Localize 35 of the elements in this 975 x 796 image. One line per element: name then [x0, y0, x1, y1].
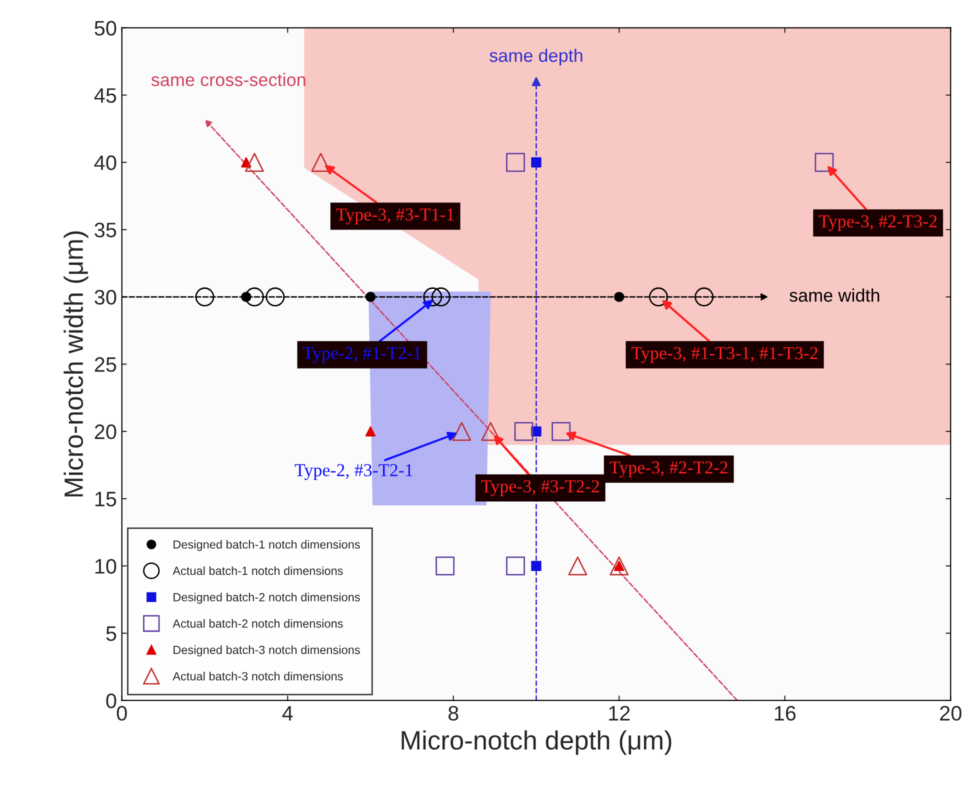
x-tick-label: 12 — [609, 706, 630, 720]
annotation: Type-3, #2-T2-2 — [610, 461, 728, 478]
annotation: same cross-section — [151, 72, 306, 86]
y-tick-label: 45 — [94, 88, 116, 103]
y-axis-title: Micro-notch width (μm) — [64, 231, 88, 496]
x-tick-label: 0 — [116, 706, 127, 721]
x-axis-title: Micro-notch depth (μm) — [402, 730, 672, 755]
y-tick-label: 10 — [95, 558, 116, 574]
y-tick-label: 30 — [94, 290, 116, 305]
y-tick-label: 35 — [94, 222, 116, 238]
y-tick-label: 5 — [106, 626, 116, 641]
legend-label: Designed batch-3 notch dimensions — [174, 645, 360, 656]
legend-label: Designed batch-2 notch dimensions — [174, 592, 360, 604]
annotation: Type-2, #3-T2-1 — [294, 464, 412, 480]
y-tick-label: 15 — [95, 492, 116, 506]
y-tick-label: 25 — [94, 357, 116, 372]
annotation: Type-3, #1-T3-1, #1-T3-2 — [631, 347, 818, 363]
y-tick-label: 40 — [94, 155, 116, 170]
annotation: same width — [790, 288, 880, 302]
y-tick-label: 20 — [94, 424, 116, 440]
x-tick-label: 8 — [448, 706, 458, 721]
ref-line-label: same depth — [490, 48, 582, 66]
legend-label: Actual batch-1 notch dimensions — [172, 566, 343, 576]
annotation: Type-3, #2-T3-2 — [818, 215, 937, 232]
annotation: Type-3, #3-T1-1 — [336, 208, 454, 224]
annotation: Type-3, #3-T2-2 — [481, 480, 599, 496]
x-tick-label: 20 — [940, 706, 962, 721]
legend-label: Actual batch-2 notch dimensions — [172, 619, 343, 628]
legend-label: Actual batch-3 notch dimensions — [172, 672, 343, 680]
annotation: Type-2, #1-T2-1 — [303, 347, 421, 363]
legend-label: Designed batch-1 notch dimensions — [174, 540, 360, 552]
y-tick-label: 0 — [106, 693, 116, 708]
y-tick-label: 50 — [94, 20, 116, 36]
x-tick-label: 4 — [282, 706, 293, 720]
x-tick-label: 16 — [774, 706, 796, 721]
